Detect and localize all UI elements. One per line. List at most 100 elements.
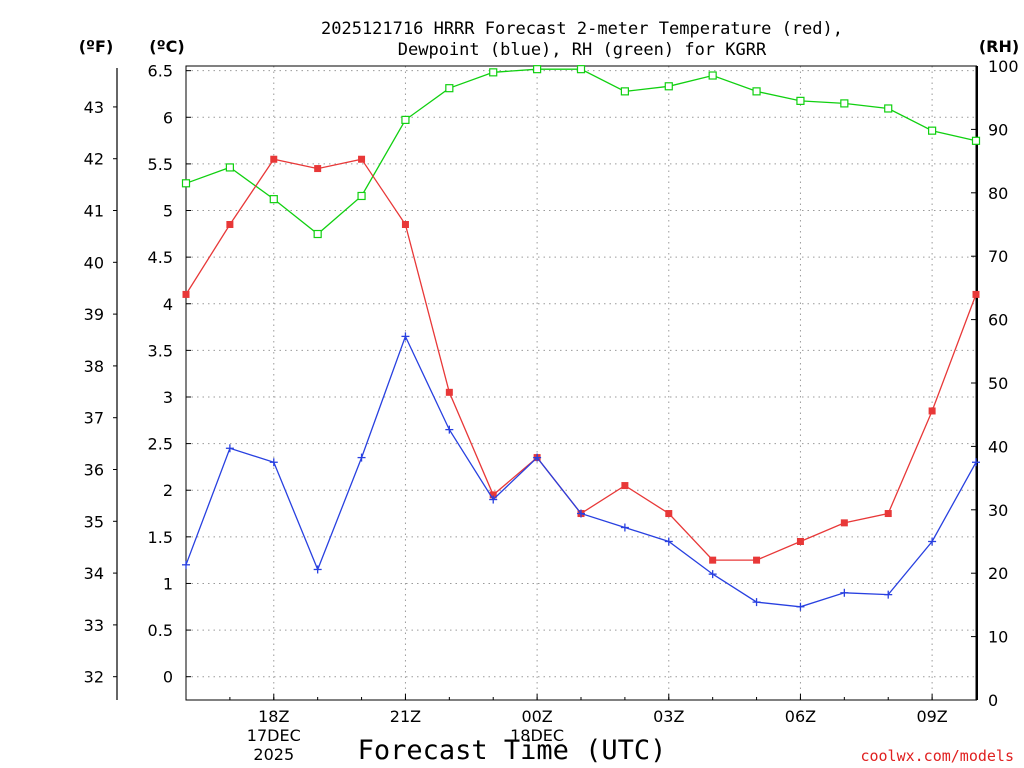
data-point (182, 290, 190, 298)
chart-title-line-1: 2025121716 HRRR Forecast 2-meter Tempera… (321, 19, 843, 39)
data-point (401, 332, 410, 341)
time-tick-date: 17DEC (247, 726, 301, 745)
data-point (313, 229, 322, 239)
data-point (972, 290, 980, 298)
celsius-tick-label: 2 (163, 481, 173, 500)
rh-tick-label: 30 (988, 501, 1008, 520)
data-point (357, 453, 366, 462)
celsius-tick-label: 0 (163, 668, 173, 687)
rh-tick-label: 40 (988, 437, 1008, 456)
data-point (840, 519, 848, 527)
rh-tick-label: 70 (988, 247, 1008, 266)
data-point (269, 195, 278, 204)
time-tick-label: 06Z (785, 707, 816, 726)
celsius-unit-label: (ºC) (149, 37, 184, 56)
data-point (928, 537, 937, 546)
rh-tick-label: 0 (988, 691, 998, 710)
data-point (445, 84, 454, 93)
series-2-meter-temperature (182, 155, 980, 564)
data-point (796, 602, 805, 611)
data-point (357, 191, 366, 201)
fahrenheit-tick-label: 43 (84, 98, 104, 117)
data-point (796, 538, 804, 545)
gridlines (186, 66, 976, 700)
time-tick-label: 09Z (916, 707, 947, 726)
data-point (445, 425, 454, 434)
data-point (401, 115, 410, 124)
data-point (620, 87, 629, 96)
data-point (884, 510, 892, 518)
data-series (181, 65, 981, 611)
data-point (577, 509, 585, 518)
data-point (489, 491, 497, 499)
data-point (665, 510, 673, 518)
fahrenheit-axis: 32 33 34 35 36 37 38 39 40 41 42 43 (84, 98, 117, 687)
data-point (401, 221, 409, 228)
series-line (185, 68, 977, 235)
data-point (182, 560, 190, 569)
time-tick-label: 21Z (390, 707, 421, 726)
data-point (225, 163, 234, 172)
celsius-tick-label: 4.5 (148, 248, 173, 267)
data-point (314, 165, 322, 173)
data-point (840, 99, 849, 108)
rh-unit-label: (RH) (979, 37, 1019, 56)
data-point (971, 136, 981, 145)
data-point (753, 556, 761, 564)
fahrenheit-tick-label: 39 (84, 305, 104, 324)
credit-text: coolwx.com/models (860, 747, 1014, 765)
data-point (533, 453, 542, 462)
data-point (972, 458, 980, 467)
data-point (884, 104, 893, 113)
data-point (621, 482, 629, 490)
data-point (489, 68, 498, 77)
data-point (840, 588, 849, 597)
data-point (181, 179, 191, 188)
fahrenheit-tick-label: 36 (84, 461, 104, 480)
celsius-tick-label: 4 (163, 295, 173, 314)
data-point (664, 537, 673, 546)
data-point (928, 126, 937, 135)
series-line (185, 334, 977, 608)
rh-tick-label: 10 (988, 628, 1008, 647)
celsius-tick-label: 0.5 (148, 621, 173, 640)
data-point (576, 65, 586, 74)
chart-title-line-2: Dewpoint (blue), RH (green) for KGRR (398, 40, 767, 60)
time-tick-label: 00Z (521, 707, 552, 726)
celsius-tick-label: 1 (163, 574, 173, 593)
rh-tick-label: 60 (988, 311, 1008, 330)
rh-tick-label: 90 (988, 120, 1008, 139)
data-point (664, 82, 673, 91)
data-point (884, 590, 893, 599)
celsius-tick-label: 2.5 (148, 435, 173, 454)
fahrenheit-tick-label: 34 (84, 564, 104, 583)
data-point (708, 71, 717, 80)
time-tick-label: 18Z (258, 707, 289, 726)
data-point (709, 556, 717, 564)
rh-tick-label: 80 (988, 184, 1008, 203)
data-point (533, 65, 542, 74)
data-point (489, 495, 498, 504)
fahrenheit-tick-label: 38 (84, 357, 104, 376)
data-point (269, 458, 278, 467)
time-tick-year: 2025 (253, 745, 294, 764)
data-point (620, 523, 629, 532)
data-point (358, 155, 366, 163)
data-point (708, 570, 717, 579)
fahrenheit-tick-label: 32 (84, 668, 104, 687)
fahrenheit-tick-label: 41 (84, 202, 104, 221)
fahrenheit-tick-label: 33 (84, 616, 104, 635)
data-point (313, 565, 322, 574)
fahrenheit-unit-label: (ºF) (79, 37, 114, 56)
data-point (928, 407, 936, 415)
data-point (225, 444, 234, 453)
fahrenheit-tick-label: 37 (84, 409, 104, 428)
data-point (226, 221, 234, 228)
celsius-tick-label: 3 (163, 388, 173, 407)
series-dewpoint (182, 332, 980, 611)
fahrenheit-tick-label: 42 (84, 150, 104, 169)
celsius-tick-label: 6 (163, 108, 173, 127)
data-point (796, 96, 805, 105)
data-point (445, 388, 453, 396)
